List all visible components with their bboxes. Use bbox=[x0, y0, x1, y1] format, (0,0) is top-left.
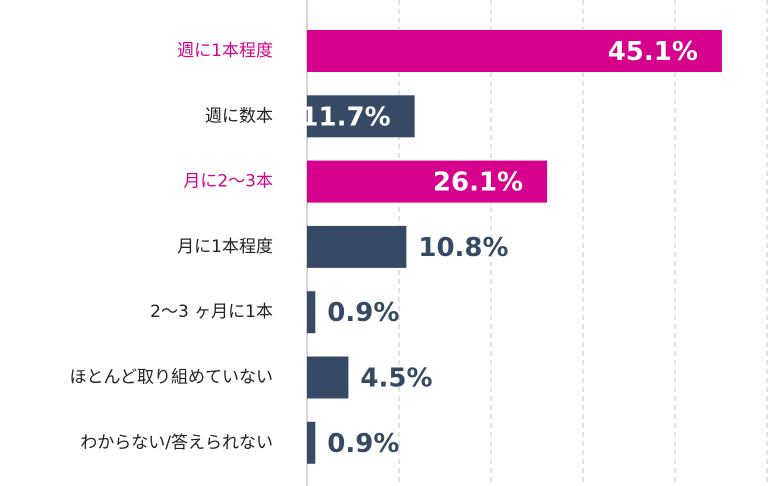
category-label: 週に数本 bbox=[205, 106, 273, 126]
bar bbox=[307, 160, 548, 203]
bar bbox=[307, 356, 349, 399]
category-label: 月に2〜3本 bbox=[183, 172, 273, 192]
value-label: 0.9% bbox=[327, 429, 399, 459]
category-label: 2〜3 ヶ月に1本 bbox=[150, 302, 273, 322]
category-label: 週に1本程度 bbox=[177, 41, 273, 61]
value-label: 11.7% bbox=[300, 102, 390, 132]
value-label: 4.5% bbox=[360, 364, 432, 394]
value-label: 10.8% bbox=[418, 233, 508, 263]
value-label: 45.1% bbox=[608, 37, 698, 67]
bar bbox=[307, 421, 316, 464]
category-label: わからない/答えられない bbox=[80, 433, 273, 453]
bar bbox=[307, 291, 316, 334]
bar bbox=[307, 225, 407, 268]
bar bbox=[307, 30, 722, 72]
bar bbox=[307, 95, 415, 138]
value-label: 26.1% bbox=[433, 168, 523, 198]
category-label: 月に1本程度 bbox=[177, 237, 273, 257]
category-label: ほとんど取り組めていない bbox=[70, 368, 274, 388]
value-label: 0.9% bbox=[327, 298, 399, 328]
